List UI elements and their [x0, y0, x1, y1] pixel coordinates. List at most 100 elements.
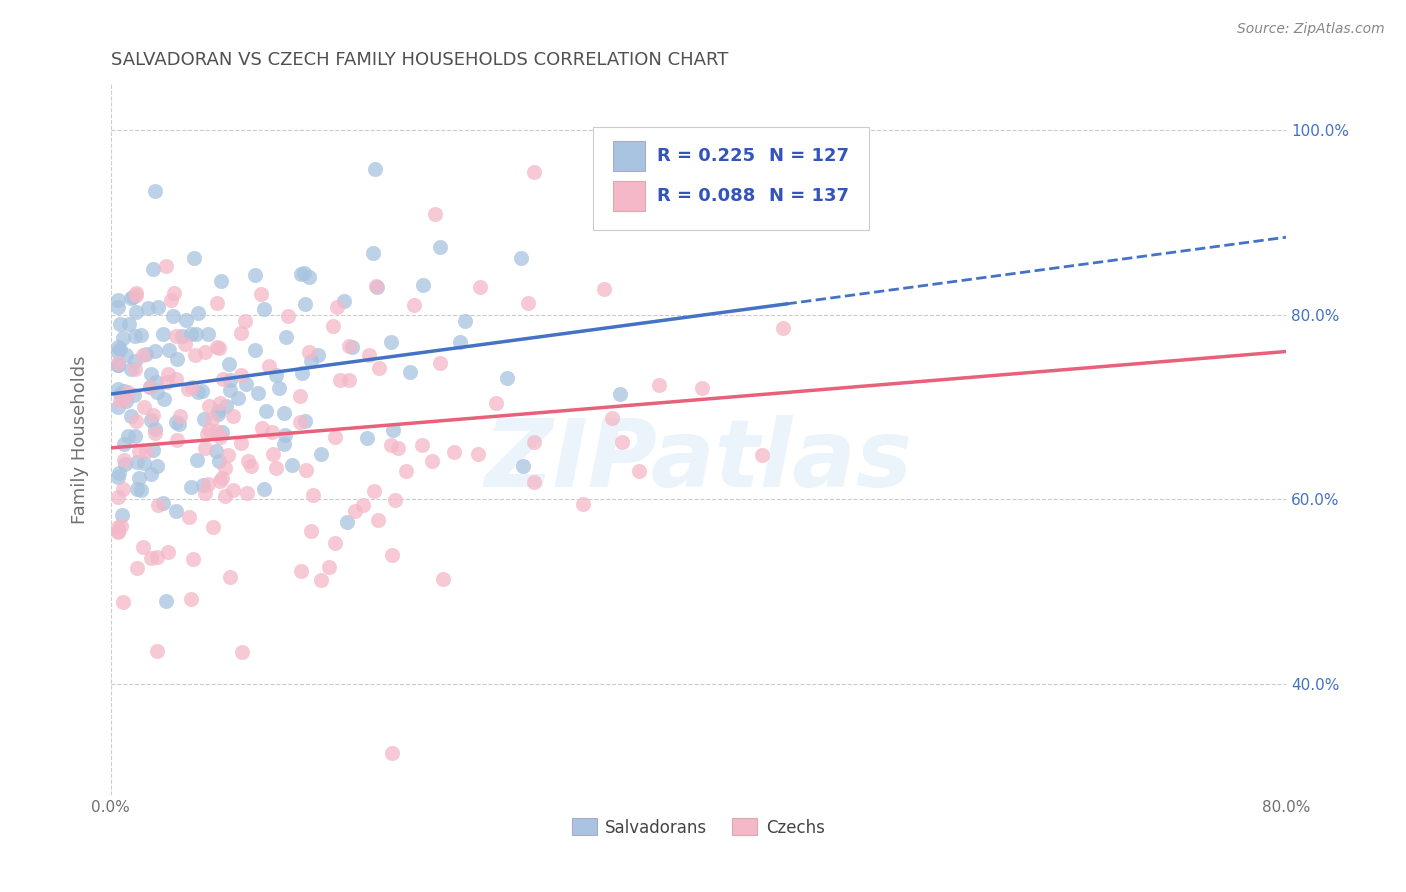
Point: [443, 445, 465, 459]
Point: [231, 326, 253, 340]
Point: [291, 366, 314, 380]
Point: [159, 293, 181, 308]
Point: [107, 469, 129, 483]
Point: [184, 347, 207, 361]
Point: [180, 327, 202, 342]
Point: [124, 329, 146, 343]
Point: [204, 424, 226, 438]
Point: [238, 454, 260, 468]
FancyBboxPatch shape: [592, 127, 869, 230]
Point: [143, 344, 166, 359]
Point: [125, 455, 148, 469]
Point: [146, 549, 169, 564]
Point: [249, 286, 271, 301]
Point: [309, 447, 332, 461]
Point: [218, 357, 240, 371]
Point: [112, 482, 135, 496]
Point: [381, 548, 404, 562]
Point: [107, 358, 129, 372]
Point: [264, 460, 287, 475]
Point: [207, 407, 229, 421]
Point: [294, 297, 316, 311]
Point: [152, 496, 174, 510]
Point: [177, 509, 200, 524]
Point: [184, 326, 207, 341]
Point: [522, 164, 544, 178]
Point: [380, 438, 402, 452]
Point: [141, 551, 163, 566]
Point: [266, 368, 288, 383]
Point: [117, 429, 139, 443]
Point: [110, 394, 132, 409]
Point: [211, 425, 233, 440]
Point: [298, 345, 321, 359]
Point: [157, 343, 180, 358]
Point: [257, 359, 280, 373]
Point: [399, 366, 422, 380]
Point: [307, 348, 329, 362]
Point: [329, 373, 352, 387]
Point: [174, 336, 197, 351]
Point: [110, 519, 132, 533]
FancyBboxPatch shape: [613, 181, 645, 211]
Point: [209, 475, 232, 489]
Point: [250, 421, 273, 435]
Point: [571, 497, 593, 511]
Point: [107, 340, 129, 354]
Point: [218, 373, 240, 387]
Point: [326, 300, 349, 314]
Point: [132, 541, 155, 555]
Point: [233, 313, 256, 327]
Point: [253, 482, 276, 496]
Point: [510, 252, 533, 266]
Point: [593, 282, 616, 296]
Point: [412, 278, 434, 293]
Point: [299, 354, 322, 368]
Point: [163, 286, 186, 301]
Point: [468, 280, 491, 294]
Point: [432, 572, 454, 586]
Point: [212, 372, 235, 386]
Point: [323, 536, 346, 550]
Point: [153, 392, 176, 406]
Point: [384, 492, 406, 507]
Point: [146, 643, 169, 657]
Point: [108, 387, 131, 401]
Point: [467, 447, 489, 461]
Point: [111, 508, 134, 523]
Point: [142, 443, 165, 458]
Point: [339, 339, 361, 353]
Point: [165, 504, 187, 518]
Point: [222, 483, 245, 497]
Point: [239, 459, 262, 474]
Point: [387, 441, 409, 455]
Point: [191, 477, 214, 491]
Point: [129, 483, 152, 497]
Point: [429, 240, 451, 254]
Point: [146, 458, 169, 473]
Point: [231, 645, 253, 659]
Point: [112, 437, 135, 451]
Point: [139, 467, 162, 481]
Point: [142, 262, 165, 277]
FancyBboxPatch shape: [613, 141, 645, 170]
Point: [120, 409, 142, 424]
Point: [290, 564, 312, 578]
Point: [156, 545, 179, 559]
Point: [172, 329, 194, 343]
Point: [124, 414, 146, 428]
Point: [111, 331, 134, 345]
Point: [336, 515, 359, 529]
Point: [512, 458, 534, 473]
Point: [523, 475, 546, 489]
Point: [114, 384, 136, 399]
Point: [302, 487, 325, 501]
Point: [142, 408, 165, 422]
Point: [107, 383, 129, 397]
Point: [165, 329, 187, 343]
Point: [217, 448, 239, 462]
Point: [612, 434, 634, 449]
Point: [143, 422, 166, 436]
Point: [201, 411, 224, 425]
Point: [152, 326, 174, 341]
